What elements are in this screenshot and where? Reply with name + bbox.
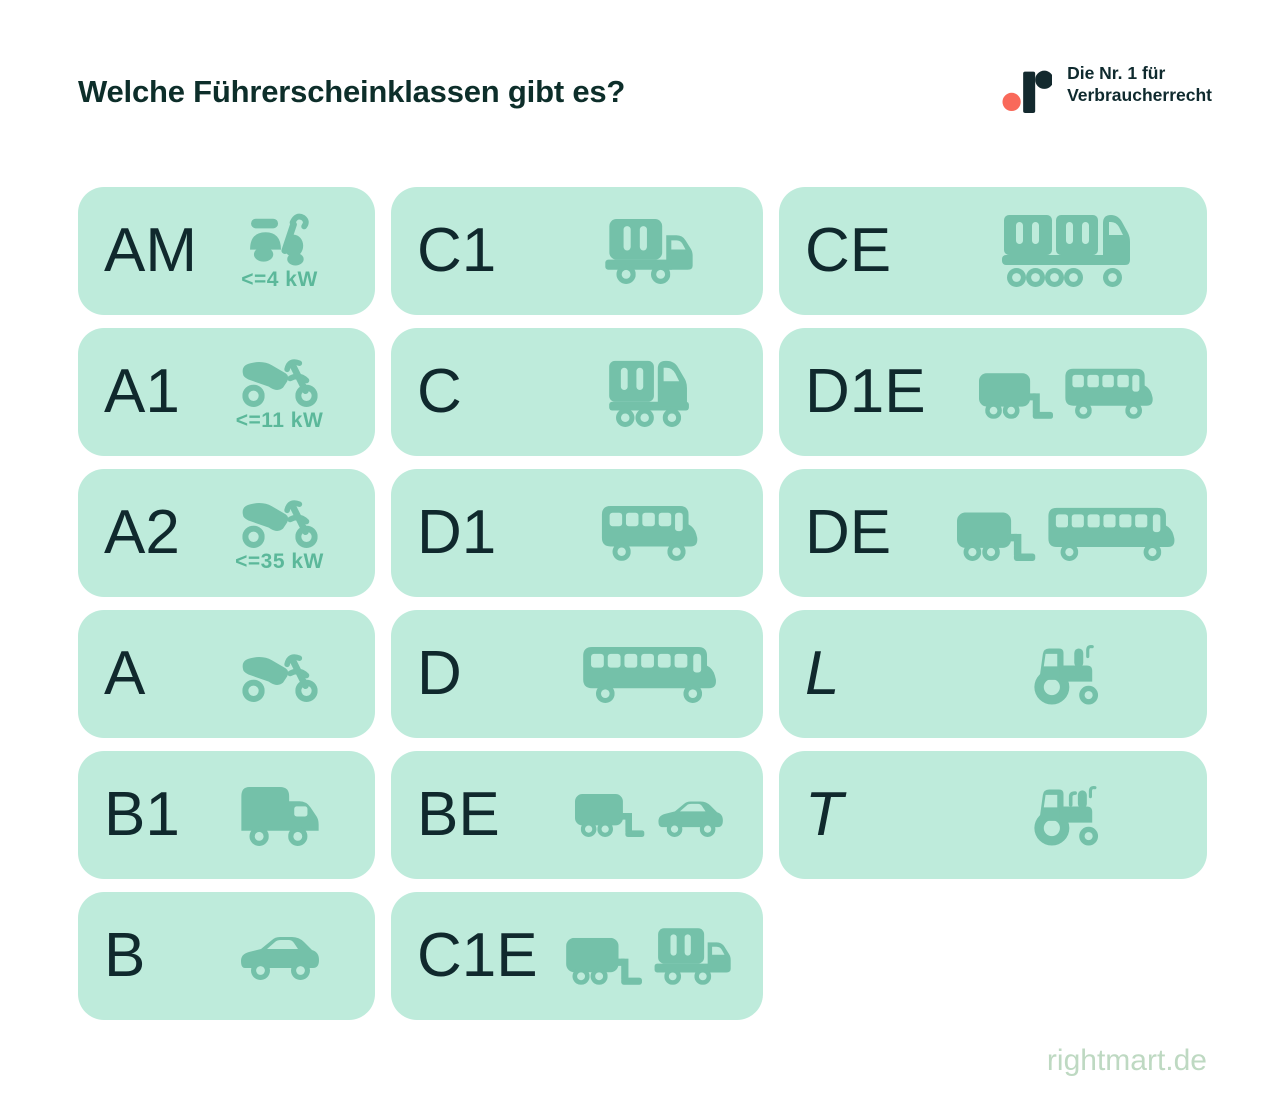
scooter-icon xyxy=(249,210,311,266)
brand-tagline-line1: Die Nr. 1 für xyxy=(1067,63,1166,83)
rightmart-logo-icon xyxy=(1002,70,1053,113)
grid-column-1: AM <=4 kW A1 <=11 kW A2 <=35 kW xyxy=(78,187,375,1020)
license-card-t: T xyxy=(779,751,1207,879)
tractor-icon xyxy=(1033,644,1103,705)
license-card-l: L xyxy=(779,610,1207,738)
license-card-ce: CE xyxy=(779,187,1207,315)
truck-icon xyxy=(607,357,695,427)
brand-tagline: Die Nr. 1 für Verbraucherrecht xyxy=(1067,63,1212,106)
license-card-c1: C1 xyxy=(391,187,763,315)
vehicle-icon-wrap: <=35 kW xyxy=(210,493,359,574)
license-card-am: AM <=4 kW xyxy=(78,187,375,315)
license-class-label: C xyxy=(417,357,462,426)
page-title: Welche Führerscheinklassen gibt es? xyxy=(78,74,626,109)
car-icon xyxy=(240,932,320,980)
semi-truck-icon xyxy=(1002,215,1134,287)
grid-column-3: CE D1E DE L xyxy=(779,187,1207,1020)
license-card-de: DE xyxy=(779,469,1207,597)
site-url: rightmart.de xyxy=(1046,1044,1207,1077)
license-class-label: D xyxy=(417,639,462,708)
vehicle-icon-wrap xyxy=(565,219,747,284)
vehicle-icon-wrap: <=4 kW xyxy=(210,210,359,292)
license-class-label: AM xyxy=(104,216,197,285)
license-card-a1: A1 <=11 kW xyxy=(78,328,375,456)
vehicle-icon-wrap: <=11 kW xyxy=(210,352,359,433)
license-class-label: D1 xyxy=(417,498,497,567)
license-class-label: B1 xyxy=(104,780,180,849)
license-class-label: A1 xyxy=(104,357,180,426)
license-class-label: B xyxy=(104,921,146,990)
bus-with-trailer-icon xyxy=(957,505,1179,561)
license-class-label: T xyxy=(805,780,843,849)
vehicle-icon-wrap xyxy=(955,785,1191,846)
license-class-grid: AM <=4 kW A1 <=11 kW A2 <=35 kW xyxy=(78,187,1207,1020)
license-class-label: A2 xyxy=(104,498,180,567)
license-card-a2: A2 <=35 kW xyxy=(78,469,375,597)
delivery-van-icon xyxy=(237,785,323,846)
power-limit-caption: <=4 kW xyxy=(241,268,318,291)
brand-logo: Die Nr. 1 für Verbraucherrecht xyxy=(1002,60,1212,114)
vehicle-icon-wrap xyxy=(565,928,747,985)
vehicle-icon-wrap xyxy=(565,794,747,837)
motorcycle-icon xyxy=(240,647,320,702)
tractor-icon xyxy=(1033,785,1103,846)
power-limit-caption: <=11 kW xyxy=(235,408,324,432)
license-class-label: C1E xyxy=(417,921,538,990)
motorcycle-icon xyxy=(240,352,320,407)
vehicle-icon-wrap xyxy=(955,505,1191,561)
vehicle-icon-wrap xyxy=(210,932,359,980)
license-card-be: BE xyxy=(391,751,763,879)
bus-icon xyxy=(581,646,721,703)
motorcycle-icon xyxy=(240,493,320,548)
small-truck-icon xyxy=(605,219,697,284)
vehicle-icon-wrap xyxy=(565,505,747,561)
license-class-label: DE xyxy=(805,498,892,567)
vehicle-icon-wrap xyxy=(210,785,359,846)
license-class-label: C1 xyxy=(417,216,497,285)
license-card-a: A xyxy=(78,610,375,738)
power-limit-caption: <=35 kW xyxy=(235,549,324,573)
license-class-label: A xyxy=(104,639,146,708)
vehicle-icon-wrap xyxy=(565,357,747,427)
license-class-label: D1E xyxy=(805,357,926,426)
license-class-label: BE xyxy=(417,780,500,849)
small-bus-icon xyxy=(600,505,702,561)
small-bus-with-trailer-icon xyxy=(979,366,1157,419)
license-class-label: CE xyxy=(805,216,892,285)
brand-tagline-line2: Verbraucherrecht xyxy=(1067,84,1212,105)
license-class-label: L xyxy=(805,639,840,708)
vehicle-icon-wrap xyxy=(955,644,1191,705)
license-card-c: C xyxy=(391,328,763,456)
license-card-b1: B1 xyxy=(78,751,375,879)
grid-column-2: C1 C D1 D xyxy=(391,187,763,1020)
license-card-b: B xyxy=(78,892,375,1020)
license-card-d1: D1 xyxy=(391,469,763,597)
vehicle-icon-wrap xyxy=(955,215,1191,287)
license-card-d1e: D1E xyxy=(779,328,1207,456)
car-with-trailer-icon xyxy=(575,794,727,837)
license-card-c1e: C1E xyxy=(391,892,763,1020)
vehicle-icon-wrap xyxy=(565,646,747,703)
vehicle-icon-wrap xyxy=(210,647,359,702)
vehicle-icon-wrap xyxy=(955,366,1191,419)
license-card-d: D xyxy=(391,610,763,738)
small-truck-with-trailer-icon xyxy=(566,928,736,985)
